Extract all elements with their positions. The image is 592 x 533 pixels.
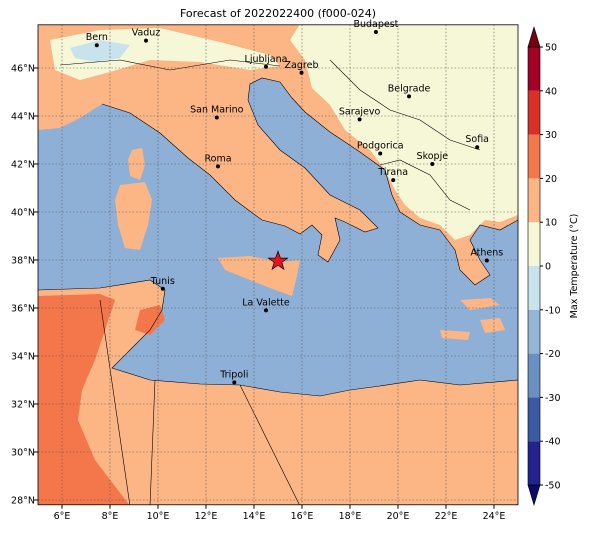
alps — [50, 28, 280, 80]
y-tick-label: 36°N — [11, 304, 35, 315]
city-dot — [391, 178, 396, 183]
city-dot — [160, 286, 165, 291]
colorbar-segment — [528, 222, 540, 266]
city-label: Athens — [470, 247, 503, 258]
x-tick-label: 6°E — [54, 511, 71, 522]
x-tick-label: 8°E — [102, 511, 119, 522]
city-dot — [378, 151, 383, 156]
colorbar-segment — [528, 397, 540, 442]
colorbar-tick-label: 50 — [545, 43, 557, 54]
location-star — [267, 250, 289, 271]
colorbar-segment — [528, 266, 540, 310]
city-label: Vaduz — [132, 28, 161, 39]
africa-warm — [135, 305, 165, 335]
colorbar-segment — [528, 309, 540, 354]
colorbar-segment — [528, 47, 540, 91]
africa-warm — [38, 294, 130, 505]
colorbar-tick-label: -10 — [545, 305, 561, 316]
colorbar-under — [527, 484, 541, 507]
city-label: Sarajevo — [339, 106, 381, 117]
city-dot — [299, 70, 304, 75]
y-tick-label: 44°N — [11, 112, 35, 123]
colorbar-tick-label: 30 — [545, 130, 557, 141]
x-tick-label: 12°E — [195, 511, 218, 522]
city-dot — [373, 30, 378, 34]
colorbar-tick-label: 0 — [545, 262, 551, 273]
colorbar-tick-label: -30 — [545, 393, 561, 404]
colorbar-tick-label: -50 — [545, 481, 561, 492]
colorbar-tick-label: -40 — [545, 437, 561, 448]
city-dot — [430, 162, 435, 166]
colorbar-tick-label: 10 — [545, 218, 557, 229]
colorbar-tick-label: 20 — [545, 174, 557, 185]
city-label: Skopje — [417, 151, 449, 162]
x-tick-label: 16°E — [291, 511, 314, 522]
city-label: La Valette — [242, 297, 290, 308]
colorbar-tick-label: -20 — [545, 349, 561, 360]
colorbar-tick-label: 40 — [545, 86, 557, 97]
city-label: Tirana — [377, 167, 408, 178]
x-tick-label: 18°E — [339, 511, 362, 522]
city-label: Belgrade — [388, 83, 431, 94]
city-label: Tripoli — [219, 369, 248, 380]
colorbar-segment — [528, 90, 540, 135]
city-dot — [484, 258, 489, 263]
colorbar-over — [527, 25, 541, 48]
title: Forecast of 2022022400 (f000-024) — [180, 7, 376, 20]
city-label: Sofia — [465, 134, 489, 145]
city-label: Tunis — [150, 276, 175, 287]
city-dot — [144, 38, 148, 43]
y-tick-label: 28°N — [11, 496, 35, 507]
x-tick-label: 10°E — [147, 511, 170, 522]
city-dot — [232, 380, 237, 385]
city-dot — [264, 64, 268, 69]
city-dot — [407, 94, 412, 99]
sardinia — [115, 182, 152, 250]
city-dot — [475, 145, 480, 150]
x-tick-label: 24°E — [483, 511, 506, 522]
city-label: Podgorica — [357, 140, 404, 151]
y-tick-label: 30°N — [11, 448, 35, 459]
colorbar-segment — [528, 353, 540, 398]
y-tick-label: 40°N — [11, 208, 35, 219]
y-tick-label: 42°N — [11, 160, 35, 171]
x-tick-label: 14°E — [243, 511, 266, 522]
cold-region — [290, 24, 518, 240]
city-dot — [216, 164, 220, 169]
city-label: Roma — [204, 153, 231, 164]
islands — [440, 298, 505, 340]
city-label: Ljubljana — [245, 54, 288, 65]
colorbar-segment — [528, 441, 540, 485]
y-tick-label: 46°N — [11, 64, 35, 75]
city-dot — [357, 117, 362, 122]
x-tick-label: 20°E — [387, 511, 410, 522]
city-label: Bern — [86, 32, 108, 43]
city-dot — [94, 43, 99, 48]
city-label: Zagreb — [285, 60, 319, 71]
alps-cold — [70, 40, 130, 62]
border — [59, 59, 481, 505]
city-label: San Marino — [190, 104, 243, 115]
city-dot — [264, 308, 268, 313]
y-tick-label: 32°N — [11, 400, 35, 411]
map-frame — [37, 24, 519, 506]
colorbar-label: Max Temperature (°C) — [569, 214, 580, 319]
y-tick-label: 38°N — [11, 256, 35, 267]
colorbar-segment — [528, 178, 540, 223]
y-tick-label: 34°N — [11, 352, 35, 363]
coastline — [101, 77, 518, 286]
city-dot — [214, 115, 219, 120]
x-tick-label: 22°E — [435, 511, 458, 522]
colorbar-segment — [528, 134, 540, 179]
